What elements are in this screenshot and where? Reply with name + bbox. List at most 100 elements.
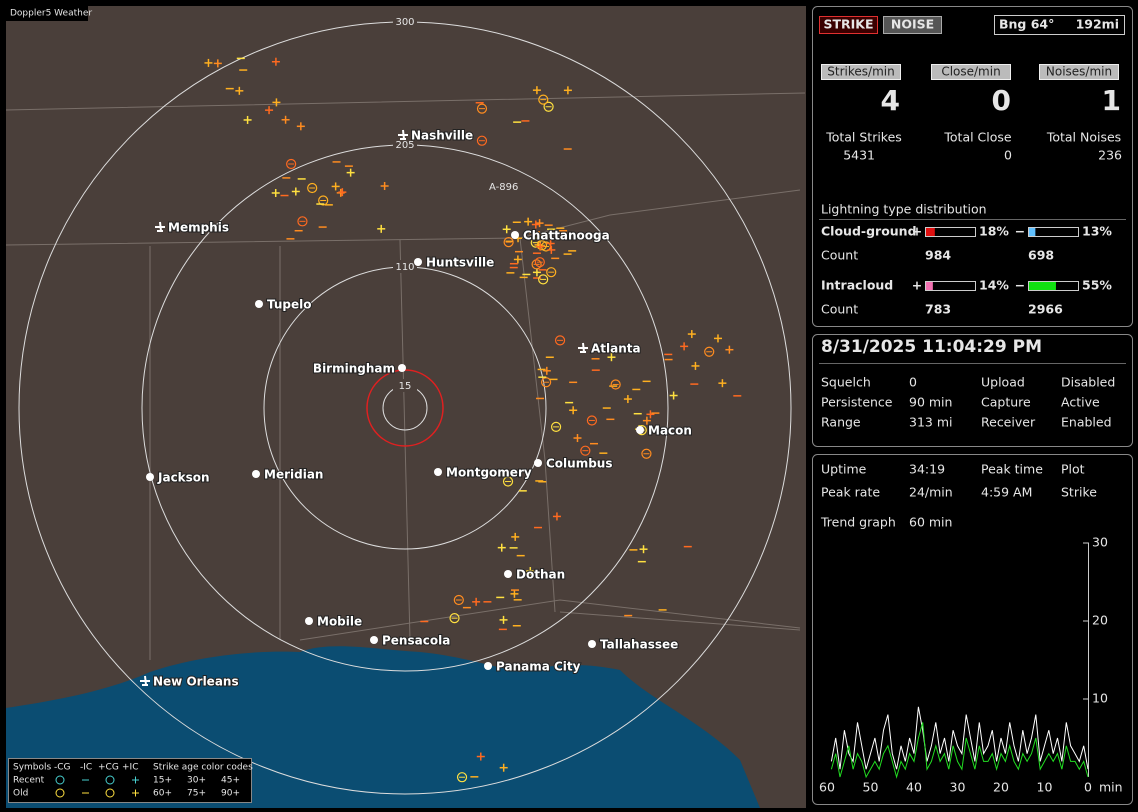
city-dot [252, 470, 260, 478]
strike-symbol [580, 445, 591, 456]
city-dot [534, 459, 542, 467]
info-value: 24/min [909, 485, 953, 500]
station-label: A-896 [489, 182, 518, 193]
legend-symbol [105, 788, 115, 798]
city-label: Memphis [168, 221, 229, 235]
app-title: Doppler5 Weather [10, 9, 92, 19]
legend-symbol [55, 788, 65, 798]
city-dot [255, 300, 263, 308]
total-value: 236 [1098, 148, 1122, 163]
legend-header: +CG [98, 763, 119, 773]
sign: + [912, 224, 922, 239]
total-label: Total Close [943, 130, 1012, 145]
legend-header: +IC [122, 763, 138, 773]
legend-header: Symbols [13, 763, 52, 773]
x-tick-label: 40 [906, 780, 922, 795]
city-dot [511, 231, 519, 239]
strike-symbol [543, 101, 554, 112]
info-value: Strike [1061, 485, 1097, 500]
trend-line [830, 706, 1089, 770]
setting-value: 90 min [909, 395, 952, 410]
strike-symbol [530, 237, 541, 248]
city-label: Huntsville [426, 256, 494, 270]
sign: + [912, 278, 922, 293]
bearing: Bng 64° [999, 17, 1054, 32]
city-dot [414, 258, 422, 266]
info-label: Trend graph [820, 515, 896, 530]
city-label: Jackson [157, 471, 210, 485]
strike-symbol [297, 216, 308, 227]
setting-value: Active [1061, 395, 1100, 410]
legend-recent: Recent [13, 776, 45, 786]
city-label: Mobile [317, 615, 362, 629]
city-dot [146, 473, 154, 481]
trend-panel [812, 454, 1133, 805]
percent-label: 18% [979, 224, 1009, 239]
city-label: New Orleans [153, 675, 239, 689]
strike-symbol [503, 237, 514, 248]
age-recent: 30+ [187, 776, 206, 786]
setting-label: Range [821, 415, 861, 430]
strike-symbol [502, 476, 514, 487]
rate-value: 4 [881, 84, 900, 117]
type-label: Cloud-ground [821, 224, 917, 239]
legend-symbol [55, 775, 65, 785]
count-value: 984 [925, 248, 951, 263]
age-recent: 45+ [221, 776, 240, 786]
percent-label: 14% [979, 278, 1009, 293]
rate-header [1039, 64, 1119, 80]
setting-value: 0 [909, 375, 917, 390]
legend-header: Strike age color codes [153, 763, 253, 773]
total-label: Total Strikes [825, 130, 902, 145]
strike-symbol [546, 267, 557, 278]
noise-button[interactable] [883, 16, 942, 34]
rate-value: 1 [1102, 84, 1121, 117]
title-bg [6, 6, 88, 21]
city-label: Macon [648, 424, 692, 438]
percent-track [925, 227, 976, 237]
state-borders [5, 92, 806, 660]
setting-label: Persistence [821, 395, 893, 410]
city-label: Meridian [264, 468, 323, 482]
strike-symbol [531, 259, 542, 270]
sign: − [1015, 278, 1025, 293]
airport-icon [155, 221, 165, 232]
age-old: 75+ [187, 789, 206, 799]
airport-icon [578, 342, 588, 353]
map [5, 6, 806, 808]
info-label: Peak rate [821, 485, 880, 500]
city-dot [370, 636, 378, 644]
info-label: Plot [1061, 462, 1085, 477]
percent-label: 13% [1082, 224, 1112, 239]
city-label: Pensacola [382, 634, 450, 648]
age-recent: 15+ [153, 776, 172, 786]
distance: 192mi [1076, 17, 1119, 32]
info-label: Peak time [981, 462, 1043, 477]
city-label: Chattanooga [523, 229, 610, 243]
setting-label: Squelch [821, 375, 871, 390]
count-value: 783 [925, 302, 951, 317]
info-value: 60 min [909, 515, 952, 530]
ring-label: 15 [399, 381, 412, 392]
city-label: Montgomery [446, 466, 532, 480]
city-label: Tallahassee [600, 638, 678, 652]
city-dot [398, 364, 406, 372]
strike-symbol [534, 257, 545, 268]
city-label: Atlanta [591, 342, 641, 356]
setting-value: Disabled [1061, 375, 1115, 390]
y-tick-label: 30 [1092, 535, 1108, 550]
count-value: 698 [1028, 248, 1054, 263]
strike-button[interactable] [819, 16, 878, 34]
count-label: Count [821, 248, 858, 263]
rate-header-label: Close/min [941, 65, 1000, 79]
x-tick-label: 50 [863, 780, 879, 795]
info-label: Uptime [821, 462, 867, 477]
city-label: Tupelo [267, 298, 312, 312]
setting-label: Capture [981, 395, 1031, 410]
legend-header: -CG [54, 763, 71, 773]
legend-header: -IC [80, 763, 92, 773]
x-tick-label: 10 [1037, 780, 1053, 795]
strike-symbol [449, 613, 460, 624]
legend-old: Old [13, 789, 28, 799]
